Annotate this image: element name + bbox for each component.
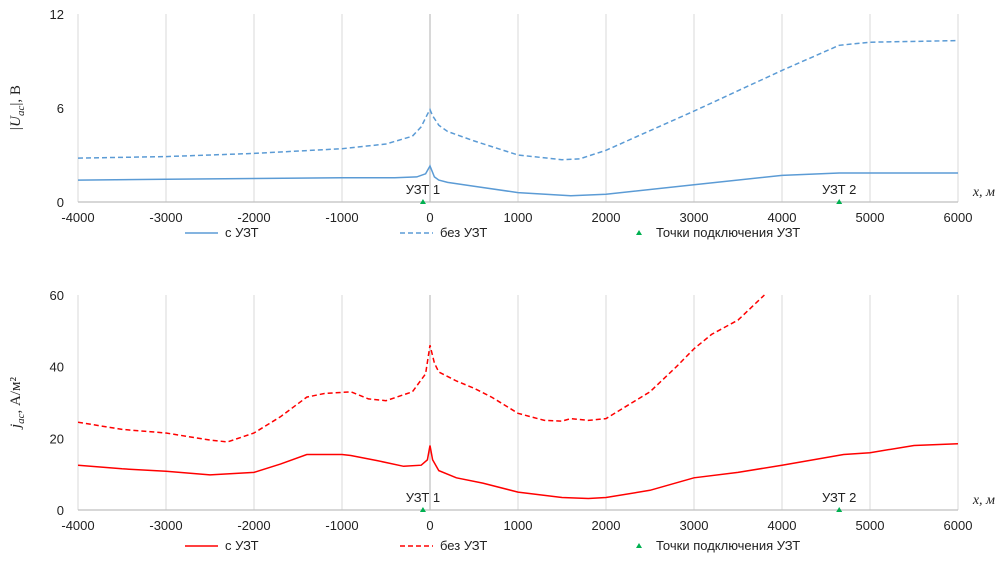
x-tick-label: -2000	[237, 210, 270, 225]
x-tick-label: -2000	[237, 518, 270, 533]
x-tick-label: 3000	[680, 518, 709, 533]
connection-point-marker	[836, 199, 843, 204]
x-tick-label: 5000	[856, 518, 885, 533]
y-tick-label: 40	[50, 360, 64, 375]
x-axis-label: x, м	[972, 185, 995, 200]
series-line-with	[78, 164, 958, 197]
y-tick-label: 20	[50, 431, 64, 446]
connection-point-label: УЗТ 2	[822, 182, 856, 197]
legend-swatch-points	[636, 543, 642, 548]
series-line-with	[78, 442, 958, 500]
connection-point-label: УЗТ 1	[406, 490, 440, 505]
y-axis-label: jac, А/м²	[8, 376, 27, 430]
x-tick-label: 4000	[768, 210, 797, 225]
y-tick-label: 6	[57, 101, 64, 116]
connection-point-marker	[419, 199, 426, 204]
x-tick-label: 4000	[768, 518, 797, 533]
x-tick-label: 2000	[592, 518, 621, 533]
series-line-without	[78, 39, 958, 161]
x-tick-label: 1000	[504, 518, 533, 533]
chart-2: -4000 -3000 -2000 -1000 0 1000 2000 3000 4000 500…	[8, 288, 995, 553]
legend-label-without: без УЗТ	[440, 225, 487, 240]
connection-point-label: УЗТ 2	[822, 490, 856, 505]
x-tick-label: -4000	[61, 518, 94, 533]
connection-point-label: УЗТ 1	[406, 182, 440, 197]
x-tick-label: -1000	[325, 210, 358, 225]
legend-label-without: без УЗТ	[440, 538, 487, 553]
y-axis-label: |Uac|, В	[8, 85, 27, 131]
x-tick-label: 6000	[944, 210, 973, 225]
series-line-without	[78, 294, 765, 443]
legend-label-points: Точки подключения УЗТ	[656, 538, 800, 553]
x-tick-label: 2000	[592, 210, 621, 225]
x-tick-label: -1000	[325, 518, 358, 533]
x-axis-label: x, м	[972, 493, 995, 508]
legend-label-points: Точки подключения УЗТ	[656, 225, 800, 240]
legend-label-with: с УЗТ	[225, 538, 259, 553]
x-tick-label: 6000	[944, 518, 973, 533]
legend-swatch-points	[636, 230, 642, 235]
y-tick-label: 60	[50, 288, 64, 303]
y-tick-label: 0	[57, 195, 64, 210]
x-tick-label: -4000	[61, 210, 94, 225]
y-tick-label: 12	[50, 7, 64, 22]
x-tick-label: -3000	[149, 518, 182, 533]
connection-point-marker	[836, 507, 843, 512]
x-tick-label: 0	[426, 518, 433, 533]
legend-label-with: с УЗТ	[225, 225, 259, 240]
x-tick-label: 5000	[856, 210, 885, 225]
x-tick-label: 3000	[680, 210, 709, 225]
x-tick-label: 0	[426, 210, 433, 225]
connection-point-marker	[419, 507, 426, 512]
x-tick-label: 1000	[504, 210, 533, 225]
x-tick-label: -3000	[149, 210, 182, 225]
y-tick-label: 0	[57, 503, 64, 518]
chart-1: -4000 -3000 -2000 -1000 0 1000 2000 3000 4000 500…	[8, 7, 995, 240]
